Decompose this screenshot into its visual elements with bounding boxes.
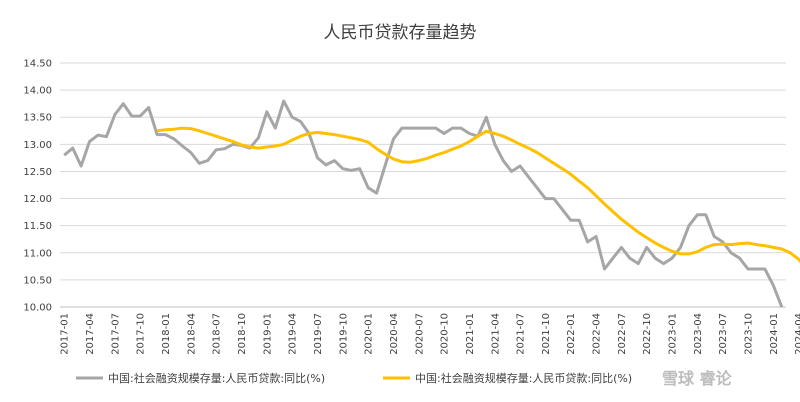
grid xyxy=(60,62,786,281)
x-tick-label: 2022-04 xyxy=(592,313,603,355)
x-tick-label: 2023-01 xyxy=(668,313,679,355)
y-tick-label: 14.00 xyxy=(23,86,52,97)
y-tick-label: 12.50 xyxy=(23,167,52,178)
x-tick-label: 2017-10 xyxy=(136,313,147,355)
y-tick-label: 13.00 xyxy=(23,140,52,151)
x-tick-label: 2019-10 xyxy=(338,313,349,355)
x-tick-label: 2020-10 xyxy=(440,313,451,355)
x-tick-label: 2024-01 xyxy=(769,313,780,355)
x-tick-label: 2021-01 xyxy=(465,313,476,355)
x-tick-label: 2024-04 xyxy=(794,313,800,355)
series xyxy=(63,99,800,308)
legend-label-gray: 中国:社会融资规模存量:人民币贷款:同比(%) xyxy=(108,371,325,385)
legend: 中国:社会融资规模存量:人民币贷款:同比(%) 中国:社会融资规模存量:人民币贷… xyxy=(76,371,632,385)
x-tick-label: 2022-07 xyxy=(617,313,628,355)
x-tick-label: 2022-01 xyxy=(566,313,577,355)
x-tick-label: 2023-10 xyxy=(744,313,755,355)
x-tick-label: 2021-07 xyxy=(516,313,527,355)
x-tick-label: 2019-04 xyxy=(288,313,299,355)
x-tick-label: 2021-04 xyxy=(490,313,501,355)
x-tick-label: 2017-07 xyxy=(110,313,121,355)
x-tick-label: 2023-04 xyxy=(693,313,704,355)
x-tick-label: 2019-01 xyxy=(262,313,273,355)
chart-title: 人民币贷款存量趋势 xyxy=(324,23,477,43)
x-tick-label: 2022-10 xyxy=(642,313,653,355)
series-line-0 xyxy=(63,99,784,308)
x-tick-label: 2023-07 xyxy=(718,313,729,355)
x-tick-label: 2017-01 xyxy=(60,313,71,355)
y-tick-label: 12.00 xyxy=(23,194,52,205)
watermark: 雪球 睿论 xyxy=(662,369,733,388)
y-tick-label: 11.00 xyxy=(23,248,52,259)
y-tick-label: 13.50 xyxy=(23,113,52,124)
y-tick-label: 10.00 xyxy=(23,303,52,314)
x-tick-label: 2020-04 xyxy=(389,313,400,355)
x-tick-label: 2019-07 xyxy=(313,313,324,355)
x-tick-label: 2018-01 xyxy=(161,313,172,355)
x-tick-label: 2021-10 xyxy=(541,313,552,355)
y-axis-ticks: 14.50 14.00 13.50 13.00 12.50 12.00 11.50 11.00… xyxy=(23,59,52,314)
x-tick-label: 2018-07 xyxy=(212,313,223,355)
x-tick-label: 2018-04 xyxy=(186,313,197,355)
y-tick-label: 10.50 xyxy=(23,275,52,286)
series-line-1 xyxy=(156,126,800,264)
x-axis-ticks: 2017-01 2017-04 2017-07 2017-10 2018-01 2018-… xyxy=(60,313,800,355)
x-tick-label: 2020-01 xyxy=(364,313,375,355)
legend-label-yellow: 中国:社会融资规模存量:人民币贷款:同比(%) xyxy=(415,371,632,385)
y-tick-label: 14.50 xyxy=(23,59,52,70)
x-tick-label: 2017-04 xyxy=(85,313,96,355)
y-tick-label: 11.50 xyxy=(23,221,52,232)
x-tick-label: 2018-10 xyxy=(237,313,248,355)
x-tick-label: 2020-07 xyxy=(414,313,425,355)
